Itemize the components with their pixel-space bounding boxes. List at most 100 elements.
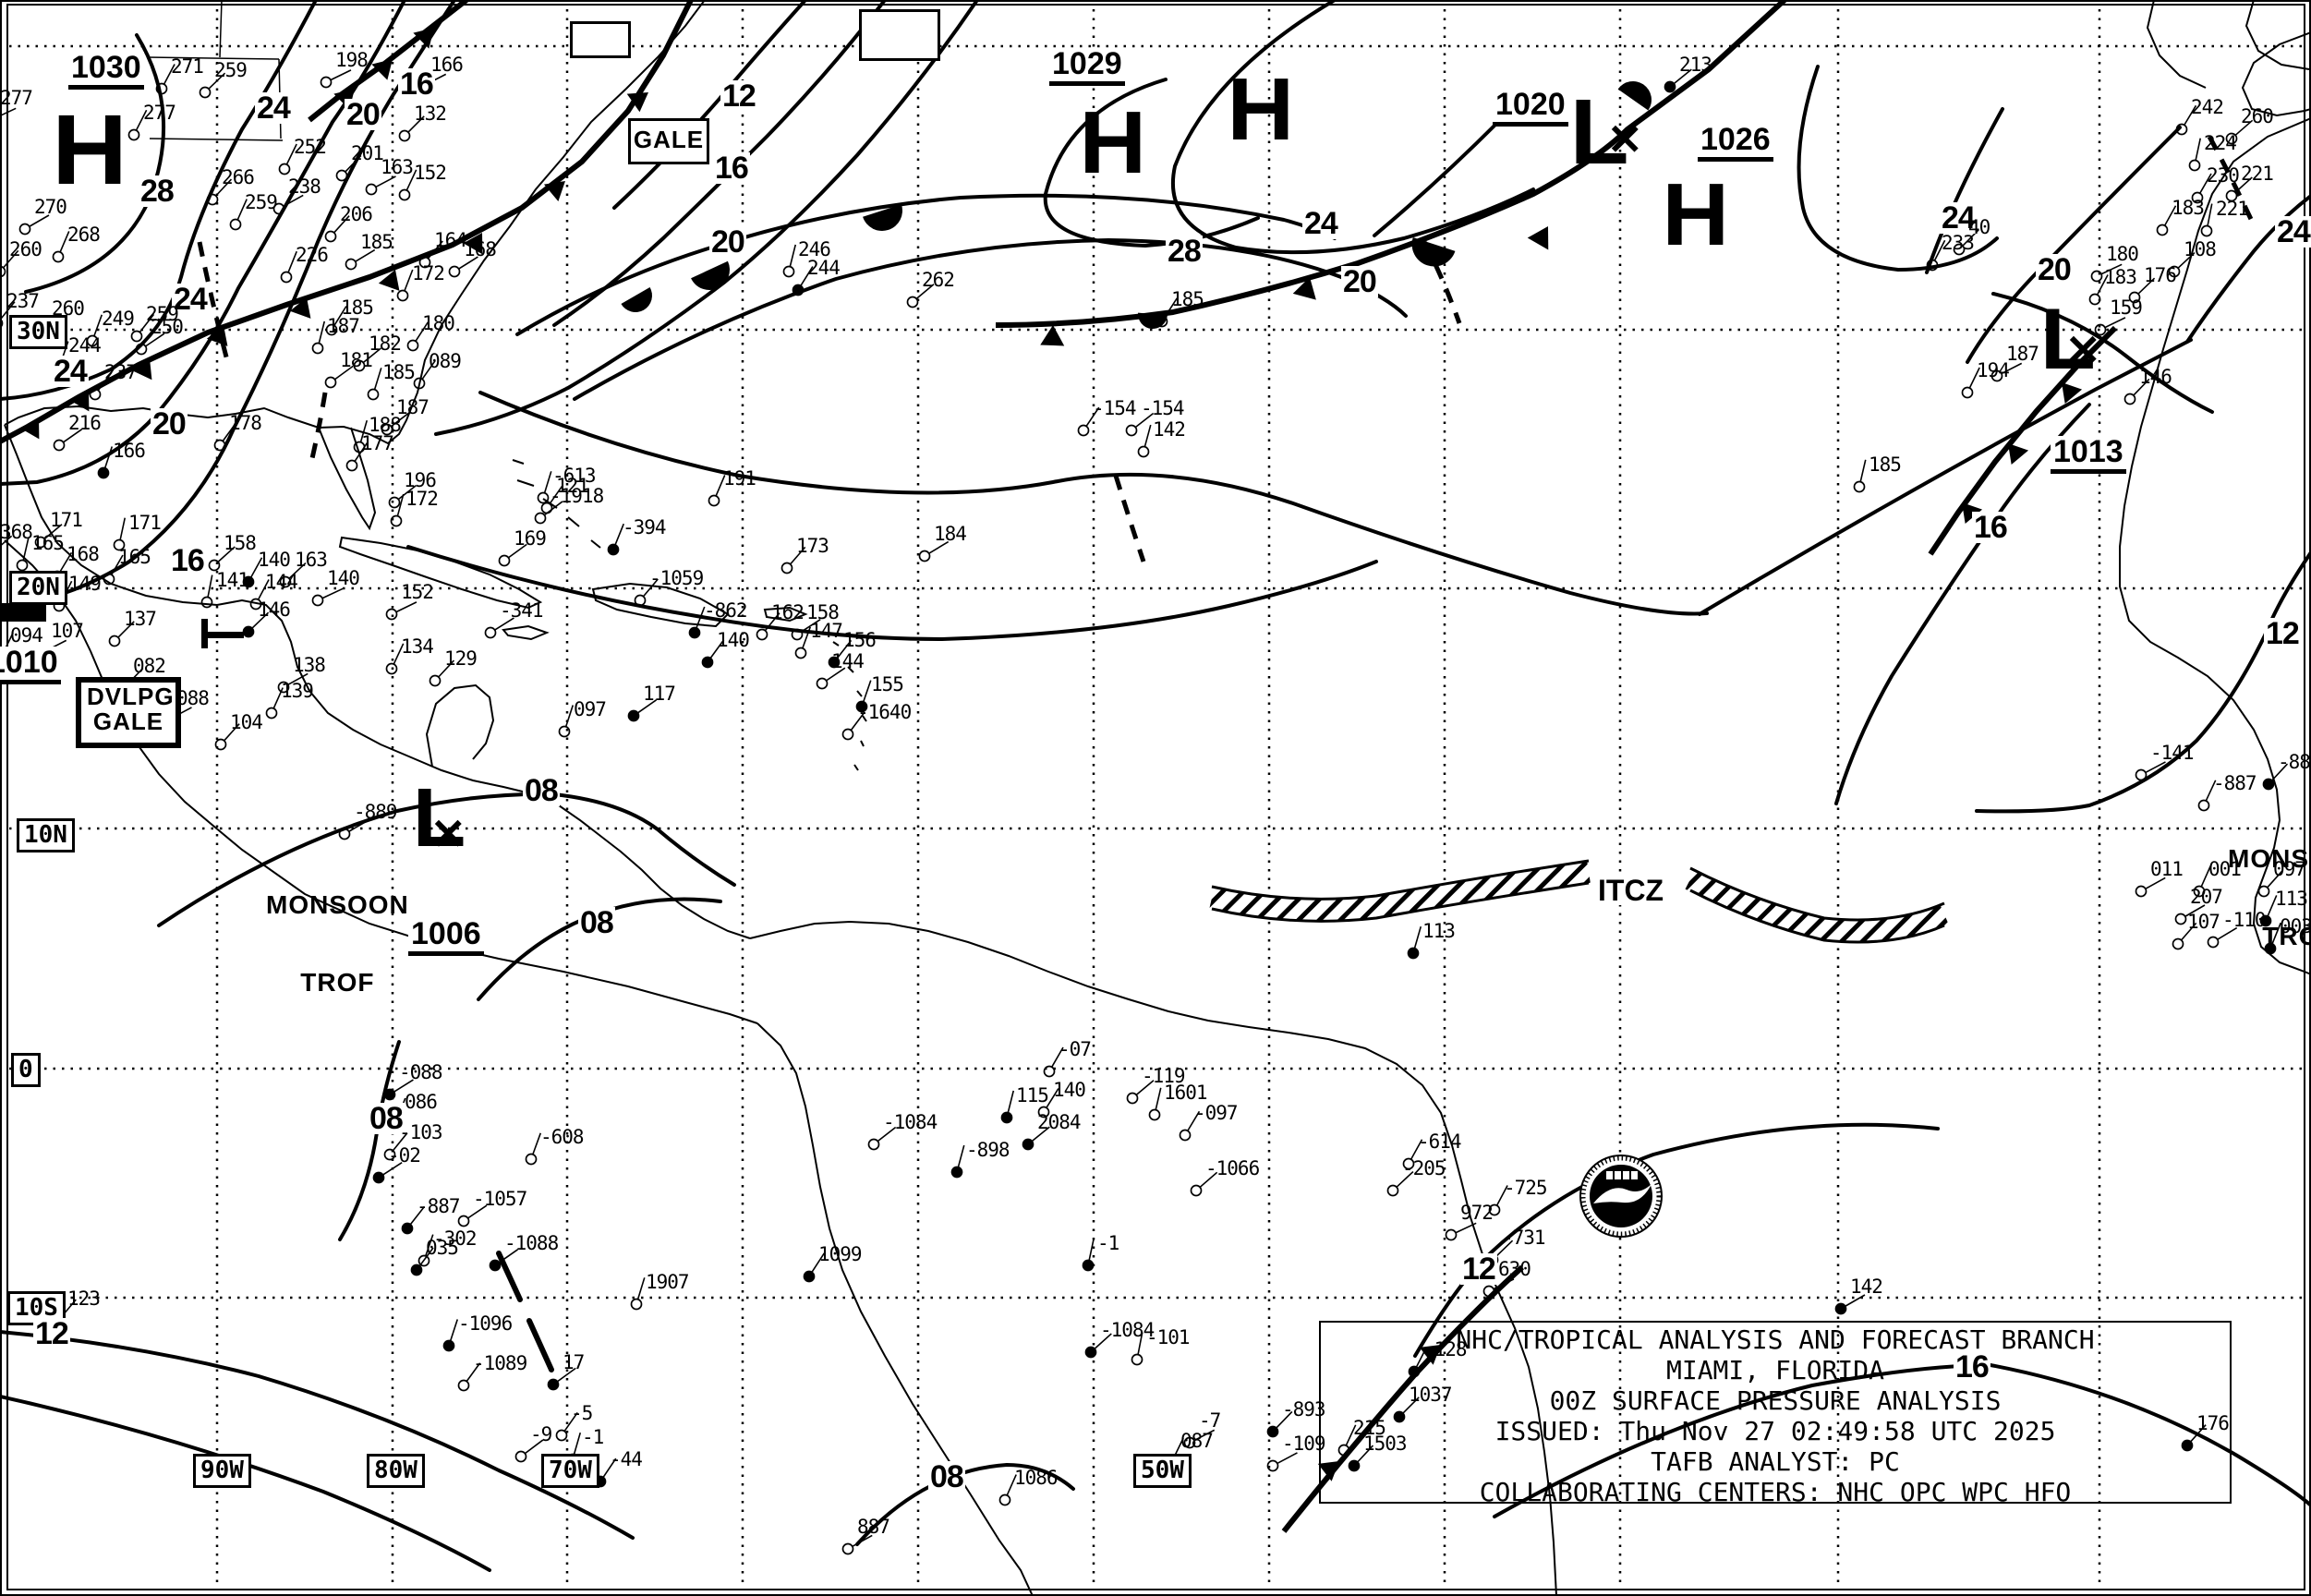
wind-barb <box>602 1457 617 1478</box>
wind-barb <box>1276 1410 1293 1429</box>
station-value: 171 <box>128 512 162 534</box>
wind-barb <box>117 621 135 638</box>
wind-barb <box>363 347 381 363</box>
station-circle <box>816 677 829 690</box>
station-value: -1059 <box>649 567 704 589</box>
station-value: 221 <box>2216 198 2249 220</box>
wind-barb <box>957 1144 965 1167</box>
wind-barb <box>104 446 114 468</box>
coastlines <box>4 0 2311 1596</box>
wind-barb <box>2181 922 2197 940</box>
station-value: 149 <box>68 573 102 595</box>
wind-barb <box>801 618 821 633</box>
station-circle <box>2168 265 2181 278</box>
isobar-label: 16 <box>1972 510 2009 545</box>
station-value: -154 <box>1093 397 1137 419</box>
station-circle <box>2090 270 2103 283</box>
wind-barb <box>765 612 780 631</box>
station-circle <box>200 596 213 609</box>
low-pressure-center: L <box>2039 290 2096 387</box>
isobar-label: 16 <box>398 66 435 102</box>
station-value: -1066 <box>1205 1157 1260 1179</box>
wind-barb <box>354 441 369 462</box>
station-circle <box>242 575 255 588</box>
station-value: -1089 <box>473 1352 527 1374</box>
wind-barb <box>2190 1424 2207 1443</box>
station-circle <box>780 562 793 574</box>
station-value: 152 <box>414 162 447 184</box>
axis-label-20n: 20N <box>9 571 67 605</box>
station-value: 238 <box>288 175 321 198</box>
station-value: 159 <box>2110 296 2143 319</box>
cold-front-long <box>0 0 694 444</box>
station-circle <box>406 339 419 352</box>
station-circle <box>1953 243 1966 256</box>
wind-barb <box>1859 459 1867 482</box>
station-circle <box>365 183 378 196</box>
isobar-label: 24 <box>172 282 209 317</box>
station-value: 1907 <box>646 1271 690 1293</box>
wind-barb <box>790 546 806 564</box>
wind-barb <box>715 475 726 496</box>
station-circle <box>2128 291 2141 304</box>
station-value: -1084 <box>883 1111 938 1133</box>
wind-barb <box>1496 1185 1508 1206</box>
station-circle <box>630 1298 643 1311</box>
wind-barb <box>331 69 352 81</box>
station-value: 144 <box>265 571 298 593</box>
pressure-value-label: 1026 <box>1698 124 1773 162</box>
station-circle <box>279 575 292 588</box>
station-circle <box>2191 191 2204 204</box>
station-value: 185 <box>341 296 374 319</box>
station-value: 233 <box>1942 232 1975 254</box>
station-circle <box>1022 1138 1035 1151</box>
station-circle <box>2174 913 2187 925</box>
wind-barb <box>398 484 417 500</box>
station-value: -1918 <box>550 485 604 507</box>
station-value: 196 <box>404 469 437 491</box>
wind-barb <box>272 687 284 708</box>
station-circle <box>1156 315 1168 328</box>
wind-barb <box>396 601 417 613</box>
station-circle <box>634 594 647 607</box>
station-circle <box>791 628 804 641</box>
station-value: 237 <box>6 290 40 312</box>
station-value: 260 <box>52 297 85 320</box>
isobar-label: 08 <box>523 773 560 808</box>
wind-barb <box>288 562 307 579</box>
station-value: 185 <box>1869 453 1902 476</box>
station-value: 242 <box>2191 96 2224 118</box>
station-value: -119 <box>1142 1065 1186 1087</box>
station-value: -613 <box>552 465 597 487</box>
wind-barb <box>428 240 443 259</box>
wind-barb <box>643 578 659 597</box>
monsoon-line2: TROF <box>300 968 375 997</box>
trough-lines <box>197 135 2258 562</box>
isobar-label: 24 <box>2275 214 2311 249</box>
wind-barb <box>410 1205 426 1225</box>
title-block-line: ISSUED: Thu Nov 27 02:49:58 UTC 2025 <box>1494 1416 2056 1446</box>
station-value: 137 <box>124 608 157 630</box>
wind-barb <box>393 1132 408 1151</box>
station-circle <box>1125 424 1138 437</box>
station-value: 259 <box>214 59 248 81</box>
station-value: 249 <box>102 308 135 330</box>
station-value: 266 <box>222 166 255 188</box>
station-value: 177 <box>361 432 394 454</box>
wind-barb <box>418 1247 434 1266</box>
station-circle <box>514 1450 527 1463</box>
station-value: 142 <box>1850 1276 1883 1298</box>
isobar-label: 20 <box>1341 264 1378 299</box>
wind-barb <box>382 1161 403 1176</box>
wind-barb <box>1007 1090 1015 1113</box>
monsoon-line2: TROF <box>2262 922 2311 950</box>
wind-barb <box>1357 1445 1374 1463</box>
station-circle <box>0 318 4 329</box>
station-circle <box>1084 1346 1097 1359</box>
station-value: 277 <box>143 102 176 124</box>
cold-front-northeast <box>308 0 468 123</box>
wind-barb <box>1187 1110 1201 1131</box>
station-circle <box>1266 1459 1279 1472</box>
station-value: 166 <box>430 54 464 76</box>
pressure-value-label: 1006 <box>408 918 484 956</box>
